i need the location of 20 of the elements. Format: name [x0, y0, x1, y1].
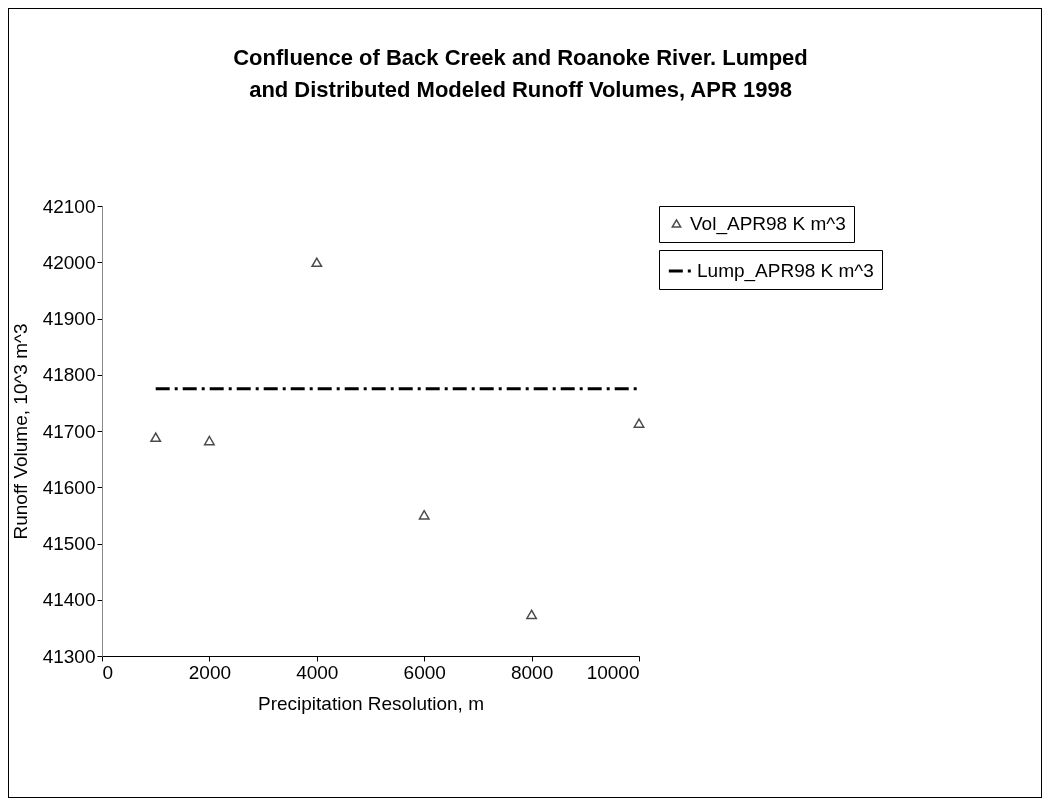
legend-label: Vol_APR98 K m^3 [690, 212, 846, 235]
x-tick-label: 10000 [586, 661, 640, 683]
x-tick-label: 8000 [510, 661, 554, 683]
x-tick-label: 0 [102, 661, 114, 683]
y-tick-label: 41900 [42, 308, 96, 329]
x-axis-title: Precipitation Resolution, m [258, 692, 484, 714]
y-tick-label: 42100 [42, 195, 96, 217]
y-tick-label: 41700 [42, 420, 96, 442]
x-tick-label: 6000 [403, 661, 446, 683]
y-tick-label: 41300 [42, 645, 96, 667]
y-axis-title: Runoff Volume, 10^3 m^3 [9, 323, 31, 540]
y-tick-label: 41600 [42, 476, 96, 498]
legend-label: Lump_APR98 K m^3 [697, 260, 874, 282]
y-tick-label: 41500 [42, 533, 96, 554]
x-tick-label: 4000 [296, 661, 339, 683]
chart-title: Confluence of Back Creek and Roanoke River. Lumped and Distributed Modeled Runoff Volumes, APR 1998 [233, 45, 808, 102]
x-tick-label: 2000 [188, 661, 232, 683]
y-tick-label: 41800 [42, 364, 96, 386]
y-tick-label: 42000 [42, 251, 96, 273]
y-tick-label: 41400 [42, 589, 96, 611]
